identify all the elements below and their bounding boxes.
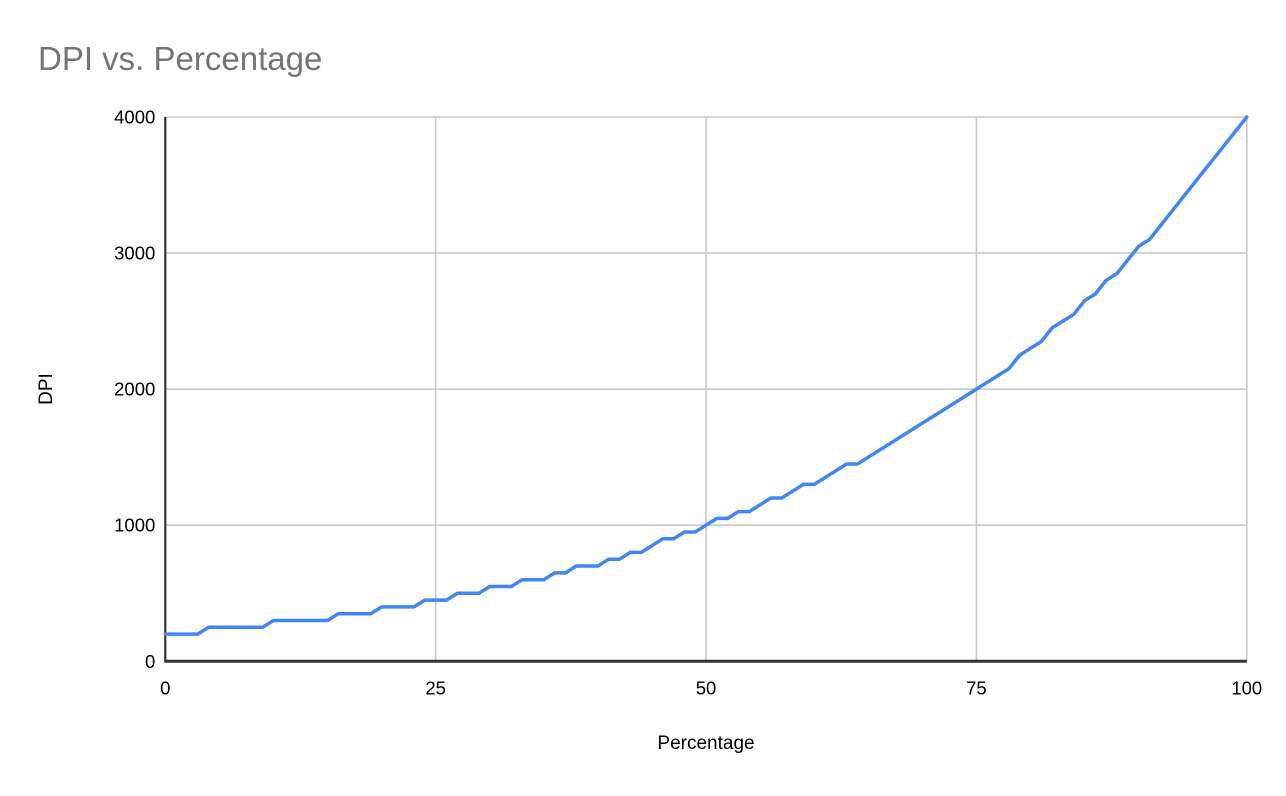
x-axis-title: Percentage [657,733,754,754]
series-group [163,115,1249,636]
tick-labels-group: 0 1000 2000 3000 4000 0 25 50 75 100 [114,107,1262,699]
x-tick-label: 0 [160,677,170,698]
gridlines-group [165,116,1248,662]
x-tick-label: 100 [1231,677,1262,698]
y-tick-label: 2000 [114,379,155,400]
y-tick-label: 1000 [114,515,155,536]
x-tick-label: 25 [425,677,446,698]
x-tick-label: 75 [966,677,987,698]
y-tick-label: 0 [145,651,155,672]
y-tick-label: 3000 [114,243,155,264]
dpi-line-series [163,115,1249,636]
y-tick-label: 4000 [114,107,155,128]
x-tick-label: 50 [696,677,717,698]
y-axis-title: DPI [36,373,57,405]
axes-group [164,117,1247,663]
chart-title: DPI vs. Percentage [38,40,322,77]
